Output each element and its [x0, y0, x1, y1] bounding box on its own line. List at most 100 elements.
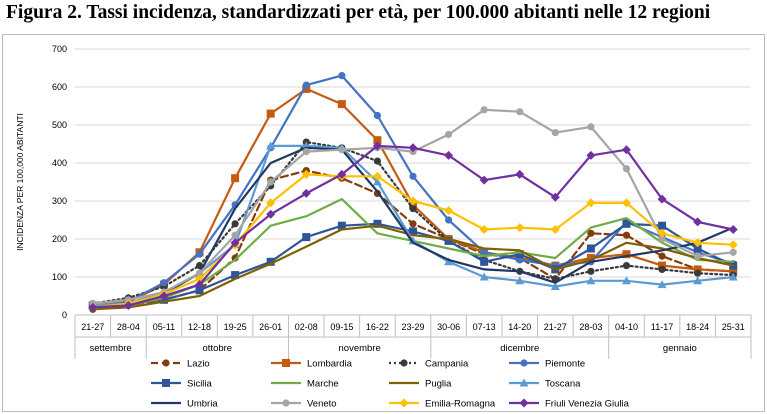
data-point — [586, 244, 595, 253]
incidence-line-chart: 0 100 200 300 400 500 600 700 21-27 28-04 05-11 12-… — [15, 44, 752, 410]
data-point — [399, 398, 409, 408]
data-point — [444, 206, 454, 215]
data-point — [587, 123, 595, 131]
series-line — [91, 198, 735, 309]
legend-label: Puglia — [425, 379, 452, 390]
data-point — [266, 109, 275, 118]
data-point — [195, 269, 204, 277]
data-point — [408, 236, 418, 245]
legend-entry: Campania — [389, 359, 469, 370]
series-puglia — [91, 224, 735, 311]
data-point — [373, 136, 382, 145]
data-point — [409, 227, 417, 236]
x-tick-label: 23-29 — [401, 322, 424, 332]
month-label: gennaio — [663, 343, 697, 354]
data-point — [586, 276, 596, 285]
data-point — [282, 359, 290, 367]
figure-title: Figura 2. Tassi incidenza, standardizzat… — [6, 2, 711, 23]
y-tick-label: 500 — [52, 120, 67, 130]
legend-label: Lazio — [187, 359, 210, 370]
legend-label: Emilia-Romagna — [425, 399, 496, 410]
data-point — [160, 279, 168, 287]
data-point — [337, 221, 346, 230]
data-point — [302, 148, 310, 156]
x-tick-label: 11-17 — [651, 322, 673, 332]
x-tick-label: 19-25 — [224, 322, 247, 332]
data-point — [515, 223, 525, 233]
data-point — [400, 359, 408, 367]
data-point — [266, 209, 276, 219]
data-point — [550, 225, 560, 234]
legend-label: Lombardia — [307, 359, 353, 370]
data-point — [409, 172, 417, 180]
data-point — [337, 169, 347, 179]
data-point — [480, 257, 489, 266]
data-point — [267, 178, 275, 186]
data-point — [372, 177, 382, 186]
x-tick-label: 21-27 — [81, 322, 104, 332]
y-tick-label: 600 — [52, 82, 67, 92]
data-point — [693, 217, 703, 227]
data-point — [372, 171, 382, 181]
month-label: novembre — [339, 343, 381, 354]
data-point — [480, 106, 488, 114]
x-tick-label: 12-18 — [188, 322, 211, 332]
data-point — [444, 216, 453, 224]
data-point — [622, 262, 631, 270]
data-point — [123, 301, 133, 310]
data-point — [515, 250, 524, 259]
data-point — [586, 198, 596, 208]
data-point — [621, 276, 631, 285]
data-point — [658, 252, 666, 260]
chart-area: 0 100 200 300 400 500 600 700 21-27 28-04 05-11 12-… — [2, 34, 765, 412]
legend-label: Toscana — [545, 379, 581, 390]
x-tick-label: 09-15 — [330, 322, 353, 332]
data-point — [658, 261, 667, 270]
data-point — [657, 194, 667, 204]
data-point — [622, 165, 631, 173]
data-point — [729, 248, 737, 256]
y-tick-label: 700 — [52, 44, 67, 54]
legend-label: Marche — [307, 379, 339, 390]
x-tick-label: 05-11 — [153, 322, 175, 332]
x-tick-label: 26-01 — [259, 322, 282, 332]
series-marche — [91, 198, 735, 309]
legend-label: Piemonte — [545, 359, 585, 370]
legend-entry: Friuli Venezia Giulia — [509, 398, 630, 410]
data-point — [195, 280, 205, 290]
data-point — [587, 229, 595, 237]
data-point — [337, 100, 346, 109]
legend-label: Veneto — [307, 399, 337, 410]
data-point — [515, 276, 525, 285]
x-tick-label: 21-27 — [544, 322, 567, 332]
legend-entry: Lombardia — [271, 359, 353, 370]
data-point — [693, 276, 703, 285]
data-point — [587, 267, 595, 275]
data-point — [266, 141, 276, 150]
data-point — [729, 267, 738, 276]
x-tick-label: 02-08 — [295, 322, 318, 332]
data-point — [622, 219, 631, 228]
data-point — [694, 269, 702, 277]
data-point — [657, 280, 667, 289]
data-point — [195, 250, 204, 258]
data-point — [658, 235, 666, 243]
legend-entry: Lazio — [151, 359, 210, 370]
data-point — [622, 231, 631, 239]
data-point — [444, 236, 453, 245]
y-tick-label: 400 — [52, 158, 67, 168]
data-point — [162, 379, 170, 387]
data-point — [586, 150, 596, 160]
data-point — [693, 265, 702, 274]
data-point — [373, 157, 382, 165]
data-point — [301, 169, 311, 179]
data-point — [621, 145, 631, 155]
data-point — [372, 141, 382, 151]
data-point — [162, 359, 170, 367]
data-point — [373, 111, 382, 120]
x-tick-label: 16-22 — [366, 322, 389, 332]
y-tick-label: 200 — [52, 234, 67, 244]
data-point — [551, 129, 559, 137]
data-point — [622, 250, 631, 259]
legend-entry: Toscana — [509, 378, 581, 390]
